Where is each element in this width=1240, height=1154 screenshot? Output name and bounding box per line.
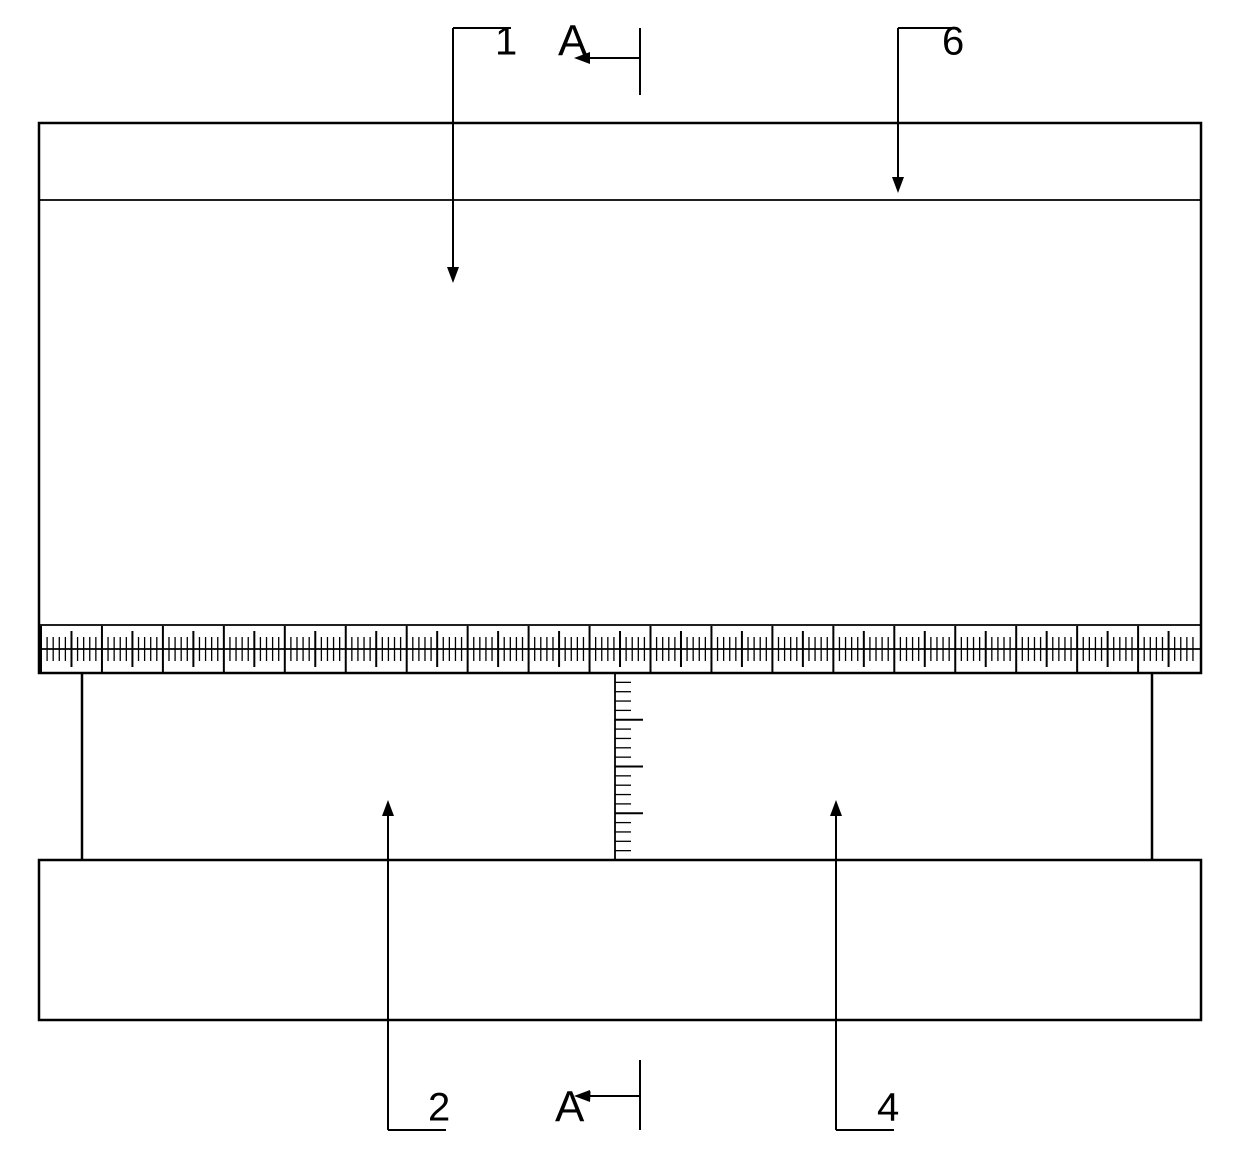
section-mark-A: A <box>558 17 640 95</box>
callout-label-1: 1 <box>495 20 517 64</box>
callout-1: 1 <box>453 20 517 275</box>
callout-2: 2 <box>388 808 450 1130</box>
section-label-A': A' <box>555 1083 593 1132</box>
callout-label-6: 6 <box>942 20 964 64</box>
main-body <box>39 123 1201 673</box>
callout-label-2: 2 <box>428 1086 450 1130</box>
callout-label-4: 4 <box>877 1086 899 1130</box>
callout-4: 4 <box>836 808 899 1130</box>
engineering-figure: A A' 1 6 2 4 <box>0 0 1240 1154</box>
section-label-A: A <box>558 17 588 66</box>
callout-6: 6 <box>898 20 964 185</box>
vertical-ruler <box>615 673 643 860</box>
section-mark-A': A' <box>555 1060 640 1132</box>
base-block <box>39 860 1201 1020</box>
